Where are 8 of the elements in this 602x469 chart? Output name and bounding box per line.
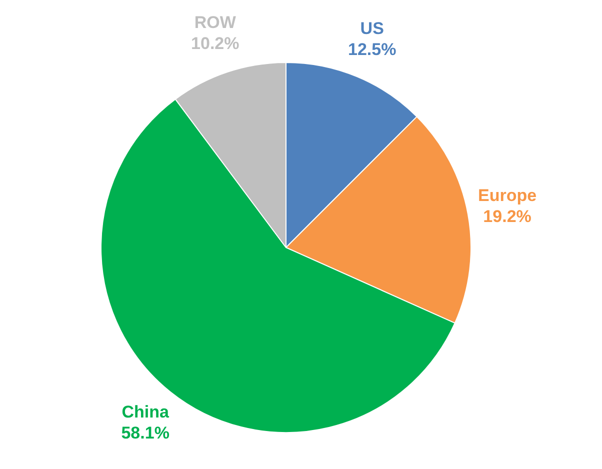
- slice-label: China: [122, 402, 170, 422]
- slice-label: ROW: [194, 13, 237, 32]
- data-label: 58.1%: [121, 423, 170, 442]
- slice-label: Europe: [478, 186, 537, 205]
- data-label: 12.5%: [348, 40, 396, 59]
- data-label: 10.2%: [191, 34, 240, 54]
- data-label: 19.2%: [483, 206, 532, 226]
- slice-label: US: [360, 18, 384, 38]
